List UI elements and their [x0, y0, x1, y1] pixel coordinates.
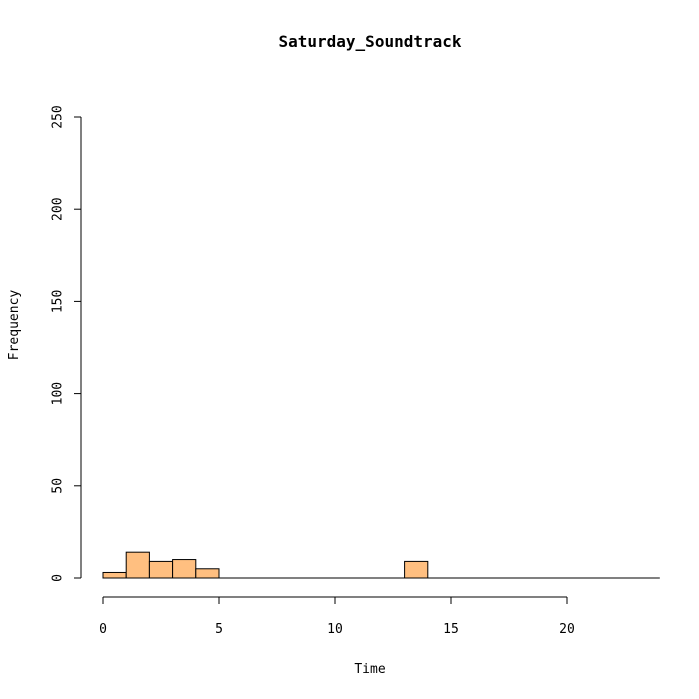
histogram-bar	[125, 551, 150, 579]
chart-title: Saturday_Soundtrack	[278, 32, 461, 51]
y-tick-label: 200	[51, 197, 66, 220]
x-tick-label: 0	[99, 622, 107, 637]
y-tick-label: 50	[51, 478, 66, 494]
x-axis-title: Time	[354, 662, 385, 677]
histogram-bar	[148, 560, 174, 579]
x-tick-label: 10	[327, 622, 343, 637]
x-tick-label: 15	[443, 622, 459, 637]
histogram-bar	[404, 560, 429, 579]
histogram-bar	[102, 571, 127, 579]
y-tick-label: 150	[51, 290, 66, 313]
x-axis: 0 5 10 15 20	[99, 596, 575, 637]
y-axis-title: Frequency	[7, 290, 22, 361]
x-tick-label: 20	[559, 622, 575, 637]
y-axis: 0 50 100 150 200 250	[51, 105, 82, 582]
bars-group	[102, 551, 429, 579]
y-tick-label: 0	[51, 574, 66, 582]
histogram-bar	[195, 568, 220, 579]
x-tick-label: 5	[215, 622, 223, 637]
y-tick-label: 250	[51, 105, 66, 128]
y-tick-label: 100	[51, 382, 66, 405]
histogram-bar	[172, 559, 197, 579]
